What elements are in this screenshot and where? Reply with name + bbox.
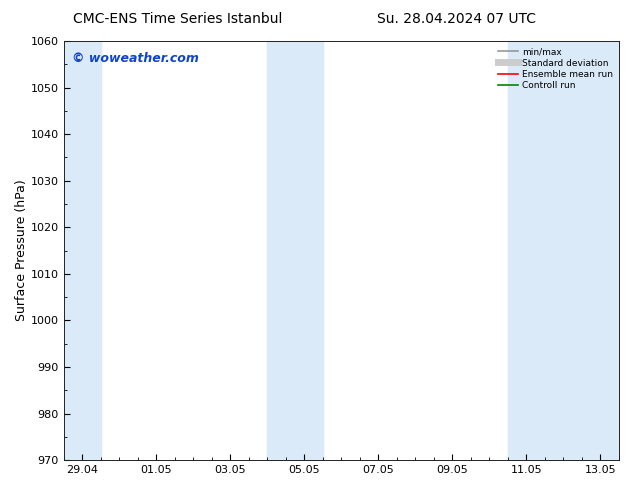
Bar bbox=[268, 41, 323, 460]
Text: © woweather.com: © woweather.com bbox=[72, 51, 199, 65]
Y-axis label: Surface Pressure (hPa): Surface Pressure (hPa) bbox=[15, 180, 28, 321]
Text: CMC-ENS Time Series Istanbul: CMC-ENS Time Series Istanbul bbox=[73, 12, 282, 26]
Bar bbox=[64, 41, 101, 460]
Legend: min/max, Standard deviation, Ensemble mean run, Controll run: min/max, Standard deviation, Ensemble me… bbox=[496, 46, 614, 92]
Text: Su. 28.04.2024 07 UTC: Su. 28.04.2024 07 UTC bbox=[377, 12, 536, 26]
Bar bbox=[508, 41, 619, 460]
